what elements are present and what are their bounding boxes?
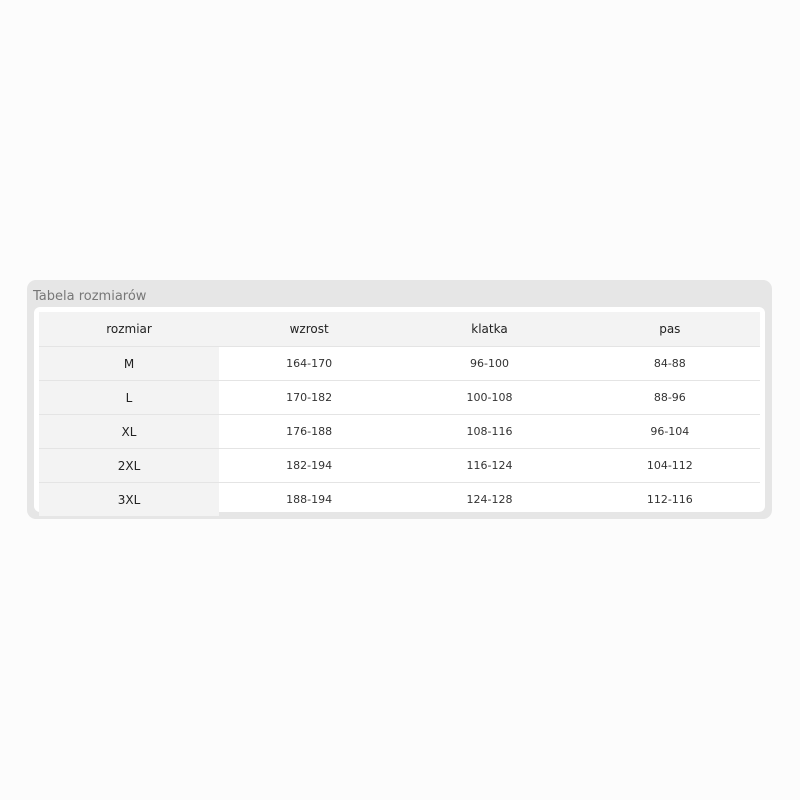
table-row: 2XL 182-194 116-124 104-112 xyxy=(39,448,760,483)
value-cell: 112-116 xyxy=(579,482,760,516)
value-cell: 96-104 xyxy=(579,414,760,449)
table-row: XL 176-188 108-116 96-104 xyxy=(39,414,760,449)
value-cell: 170-182 xyxy=(219,380,400,415)
size-chart-title: Tabela rozmiarów xyxy=(33,289,147,304)
header-pas: pas xyxy=(579,312,760,347)
size-cell: 2XL xyxy=(39,448,219,483)
value-cell: 88-96 xyxy=(579,380,760,415)
value-cell: 104-112 xyxy=(579,448,760,483)
size-cell: L xyxy=(39,380,219,415)
value-cell: 108-116 xyxy=(399,414,580,449)
value-cell: 96-100 xyxy=(399,346,580,381)
size-chart-panel: Tabela rozmiarów rozmiar wzrost klatka p… xyxy=(27,280,772,519)
size-cell: XL xyxy=(39,414,219,449)
table-row: L 170-182 100-108 88-96 xyxy=(39,380,760,415)
header-rozmiar: rozmiar xyxy=(39,312,219,347)
table-header-row: rozmiar wzrost klatka pas xyxy=(39,312,760,347)
table-row: 3XL 188-194 124-128 112-116 xyxy=(39,482,760,516)
value-cell: 116-124 xyxy=(399,448,580,483)
value-cell: 124-128 xyxy=(399,482,580,516)
value-cell: 176-188 xyxy=(219,414,400,449)
size-cell: 3XL xyxy=(39,482,219,516)
header-klatka: klatka xyxy=(399,312,580,347)
value-cell: 188-194 xyxy=(219,482,400,516)
size-table: rozmiar wzrost klatka pas M 164-170 96-100… xyxy=(39,312,760,516)
value-cell: 100-108 xyxy=(399,380,580,415)
table-row: M 164-170 96-100 84-88 xyxy=(39,346,760,381)
size-cell: M xyxy=(39,346,219,381)
header-wzrost: wzrost xyxy=(219,312,400,347)
value-cell: 182-194 xyxy=(219,448,400,483)
value-cell: 84-88 xyxy=(579,346,760,381)
value-cell: 164-170 xyxy=(219,346,400,381)
size-chart-container: rozmiar wzrost klatka pas M 164-170 96-100… xyxy=(34,307,765,516)
